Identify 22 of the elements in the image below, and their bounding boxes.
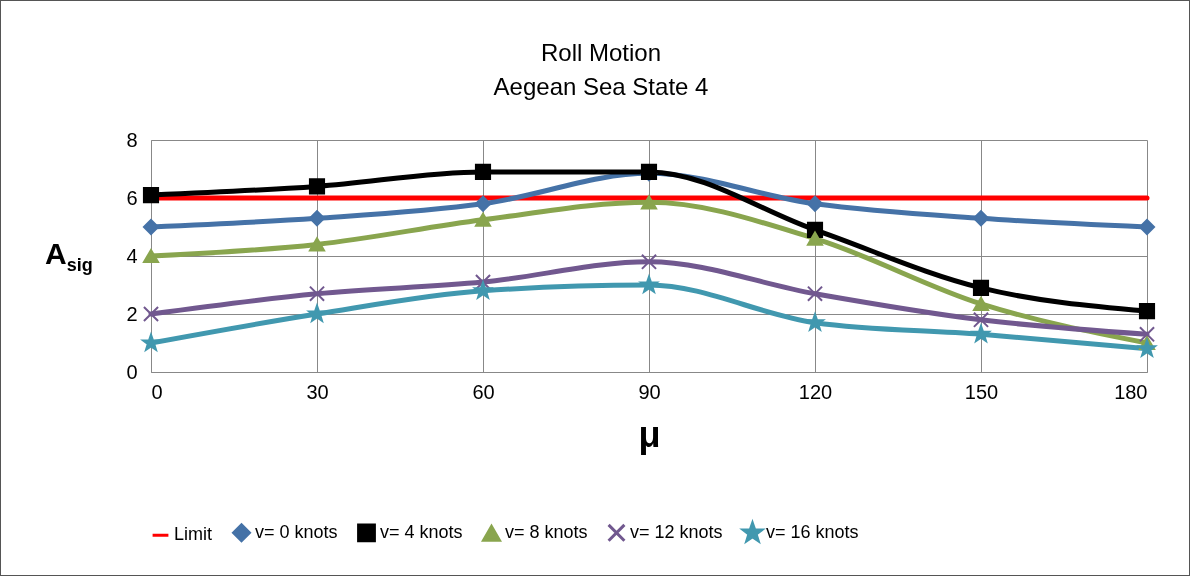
x-tick-label: 180 — [1114, 380, 1148, 403]
y-tick-label: 4 — [126, 244, 138, 267]
x-tick-label: 0 — [151, 380, 163, 403]
x-tick-label: 60 — [472, 380, 495, 403]
chart-subtitle: Aegean Sea State 4 — [493, 73, 709, 100]
legend-label: Limit — [174, 524, 213, 545]
x-tick-label: 120 — [798, 380, 833, 403]
legend-label: v= 0 knots — [255, 521, 338, 542]
y-tick-label: 8 — [126, 128, 138, 151]
legend-label: v= 16 knots — [766, 521, 859, 542]
x-tick-label: 90 — [638, 380, 661, 403]
y-tick-label: 0 — [126, 360, 138, 383]
legend-label: v= 4 knots — [380, 521, 463, 542]
x-axis-title: μ — [638, 413, 661, 455]
chart-title: Roll Motion — [540, 39, 662, 66]
legend-label: v= 8 knots — [505, 522, 588, 543]
legend-label: v= 12 knots — [630, 521, 723, 542]
y-axis-title: A$_{sig}$ — [45, 237, 93, 276]
x-tick-label: 150 — [964, 380, 999, 403]
x-tick-label: 30 — [306, 380, 329, 403]
y-tick-label: 2 — [126, 302, 138, 325]
y-tick-label: 6 — [126, 186, 138, 209]
